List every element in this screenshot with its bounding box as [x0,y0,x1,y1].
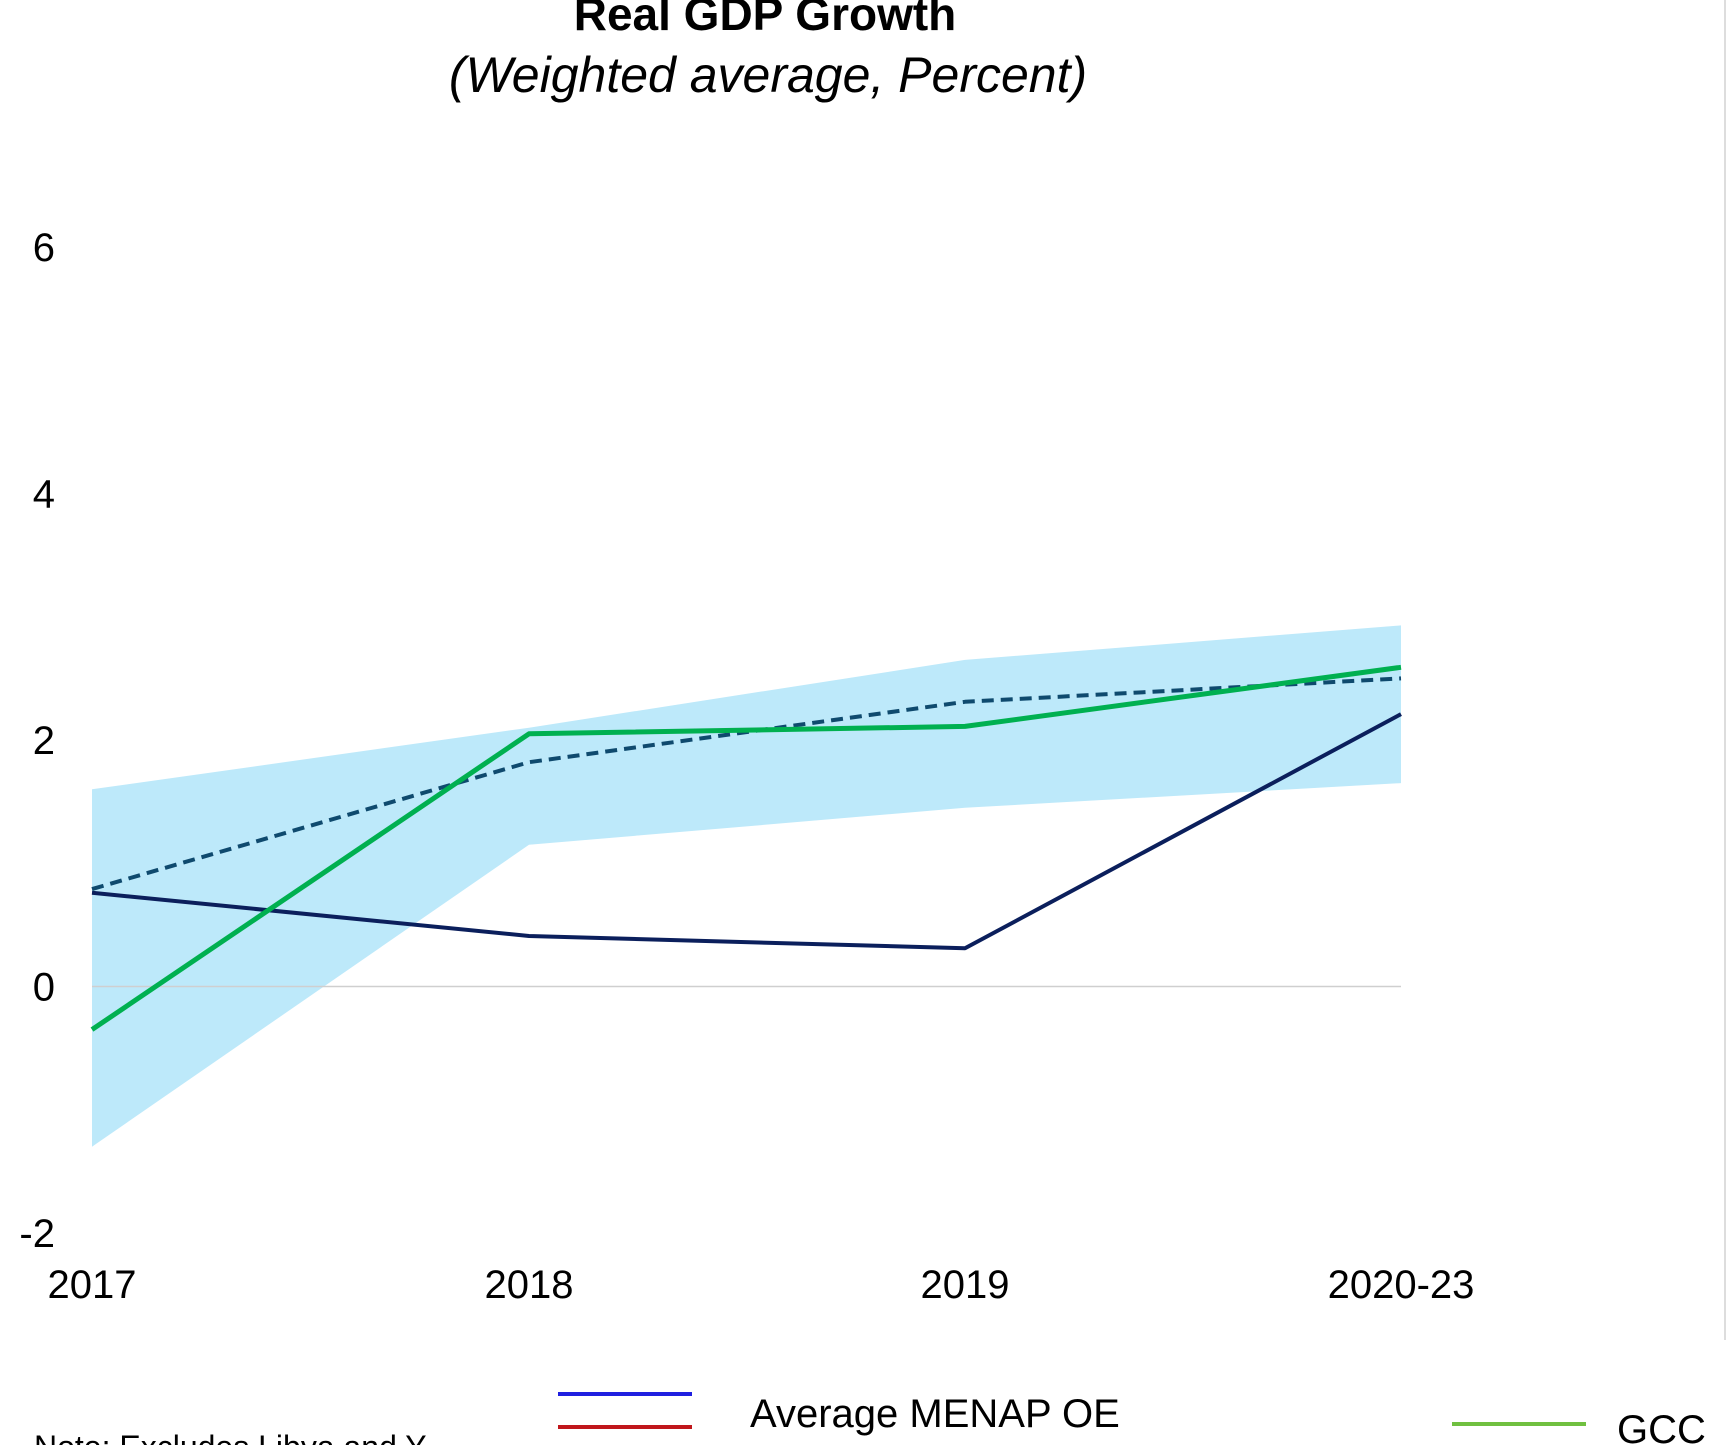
y-tick-label: 4 [33,473,55,517]
range-band [92,625,1401,1147]
legend-label-average-menap-oe: Average MENAP OE [750,1392,1120,1436]
chart-note: Note: Excludes Libya and Y... [34,1429,449,1445]
legend: Average MENAP OE GCC [558,1392,1706,1445]
x-tick-label: 2018 [485,1263,574,1307]
y-tick-label: -2 [19,1212,55,1256]
chart-title: Real GDP Growth [574,0,957,40]
y-tick-label: 2 [33,719,55,763]
legend-label-gcc: GCC [1617,1408,1706,1445]
x-axis-ticks: 2017 2018 2019 2020-23 [48,1263,1475,1307]
series-line-green-solid [90,664,1402,1032]
series-line-navy-solid [91,712,1402,951]
y-tick-label: 6 [33,226,55,270]
plot-area [90,625,1402,1147]
series-lines [90,664,1402,1032]
chart-subtitle: (Weighted average, Percent) [449,47,1087,103]
x-tick-label: 2019 [921,1263,1010,1307]
x-tick-label: 2020-23 [1328,1263,1475,1307]
y-axis-ticks: -2 0 2 4 6 [19,226,55,1256]
x-tick-label: 2017 [48,1263,137,1307]
y-tick-label: 0 [33,966,55,1010]
